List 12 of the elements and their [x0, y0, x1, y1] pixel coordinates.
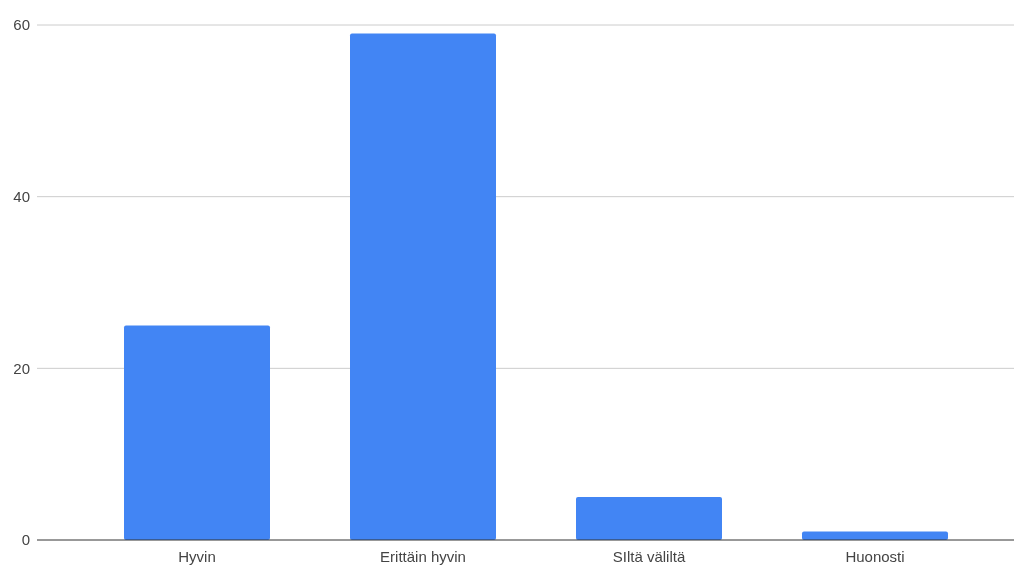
- y-tick-label: 0: [21, 531, 30, 549]
- bar: [124, 325, 270, 540]
- x-tick-label: Erittäin hyvin: [380, 548, 466, 565]
- bar: [350, 33, 496, 540]
- x-tick-label: SIltä väliltä: [612, 548, 686, 565]
- bar: [802, 531, 948, 540]
- y-tick-label: 20: [13, 359, 30, 377]
- x-tick-label: Hyvin: [178, 548, 216, 565]
- bar: [576, 497, 722, 540]
- y-tick-label: 40: [13, 187, 30, 205]
- y-tick-label: 60: [13, 16, 30, 34]
- x-tick-label: Huonosti: [845, 548, 905, 565]
